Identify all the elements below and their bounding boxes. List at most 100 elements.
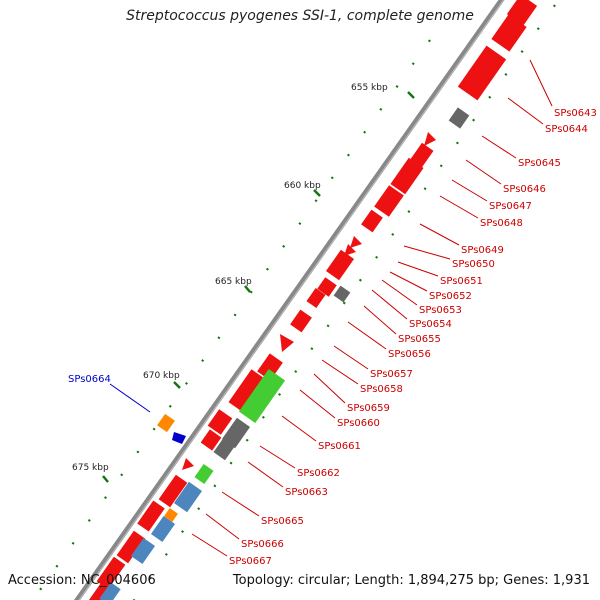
gene-arrow[interactable]	[280, 334, 294, 352]
gene-block[interactable]	[238, 368, 286, 424]
gene-callout-leader	[439, 195, 479, 219]
gene-label-sps0658[interactable]: SPs0658	[360, 384, 403, 395]
gene-arrow[interactable]	[424, 132, 436, 146]
gene-block[interactable]	[257, 353, 283, 381]
gene-block[interactable]	[213, 435, 237, 461]
gene-block[interactable]	[491, 14, 527, 52]
gene-block[interactable]	[325, 249, 355, 281]
gene-label-sps0644[interactable]: SPs0644	[545, 124, 588, 135]
gene-label-sps0643[interactable]: SPs0643	[554, 108, 597, 119]
gene-label-sps0648[interactable]: SPs0648	[480, 218, 523, 229]
kbp-tick-mark	[173, 381, 181, 389]
gene-callout-leader	[321, 359, 359, 385]
gene-callout-leader	[259, 445, 296, 469]
gene-callout-leader	[389, 271, 428, 292]
gene-label-sps0657[interactable]: SPs0657	[370, 369, 413, 380]
gene-callout-leader	[481, 135, 517, 159]
gene-block[interactable]	[200, 429, 222, 451]
gene-callout-leader	[299, 389, 336, 419]
gene-block[interactable]	[390, 157, 424, 195]
gene-label-sps0663[interactable]: SPs0663	[285, 487, 328, 498]
gene-block[interactable]	[207, 409, 233, 435]
gene-block[interactable]	[96, 556, 126, 590]
gene-label-sps0665[interactable]: SPs0665	[261, 516, 304, 527]
gene-block[interactable]	[317, 277, 337, 297]
gene-callout-leader	[313, 373, 346, 404]
gene-callout-leader	[397, 261, 439, 277]
gene-label-sps0646[interactable]: SPs0646	[503, 184, 546, 195]
kbp-tick-mark	[244, 285, 251, 293]
genome-backbone	[74, 0, 505, 600]
gene-callout-leader	[281, 415, 317, 442]
gene-block[interactable]	[506, 0, 538, 26]
gene-block[interactable]	[137, 500, 165, 532]
gene-label-sps0653[interactable]: SPs0653	[419, 305, 462, 316]
highlighted-gene-box[interactable]	[157, 413, 175, 433]
gene-label-sps0645[interactable]: SPs0645	[518, 158, 561, 169]
gene-callout-leader	[381, 279, 418, 306]
kbp-tick-label: 655 kbp	[351, 83, 388, 93]
gene-block[interactable]	[457, 45, 507, 101]
gene-block[interactable]	[164, 508, 178, 522]
gene-callout-leader	[419, 223, 460, 246]
gene-callout-leader	[191, 533, 228, 557]
gene-label-sps0650[interactable]: SPs0650	[452, 259, 495, 270]
gene-callout-leader	[221, 491, 260, 517]
gene-label-sps0660[interactable]: SPs0660	[337, 418, 380, 429]
gene-callout-leader	[507, 97, 544, 125]
dot-guide-line	[39, 39, 431, 591]
gene-label-sps0667[interactable]: SPs0667	[229, 556, 272, 567]
gene-label-sps0652[interactable]: SPs0652	[429, 291, 472, 302]
gene-block[interactable]	[130, 537, 156, 565]
kbp-tick-mark	[102, 475, 109, 483]
gene-label-sps0651[interactable]: SPs0651	[440, 276, 483, 287]
gene-callout-leader	[451, 179, 488, 202]
gene-block[interactable]	[158, 474, 188, 508]
gene-arrow[interactable]	[350, 236, 362, 248]
gene-block[interactable]	[173, 481, 203, 513]
gene-block[interactable]	[290, 309, 312, 333]
gene-label-sps0659[interactable]: SPs0659	[347, 403, 390, 414]
gene-block[interactable]	[448, 107, 470, 129]
map-title: Streptococcus pyogenes SSI-1, complete g…	[126, 8, 474, 24]
gene-callout-leader	[247, 461, 284, 488]
scale-dot-guides	[39, 4, 556, 600]
accession-label: Accession: NC_004606	[8, 573, 156, 588]
kbp-ticks: 655 kbp 660 kbp 665 kbp 670 kbp 675 kbp	[72, 83, 415, 483]
gene-arrow[interactable]	[182, 458, 194, 470]
gene-arrow[interactable]	[344, 244, 356, 256]
gene-block[interactable]	[333, 285, 351, 303]
gene-label-sps0655[interactable]: SPs0655	[398, 334, 441, 345]
gene-block[interactable]	[150, 515, 176, 543]
gene-block[interactable]	[194, 464, 214, 484]
highlighted-gene-arrow[interactable]	[172, 432, 186, 444]
kbp-tick-label: 670 kbp	[143, 371, 180, 381]
gene-block[interactable]	[228, 369, 270, 415]
gene-block[interactable]	[306, 288, 326, 308]
kbp-tick-label: 675 kbp	[72, 463, 109, 473]
gene-label-sps0654[interactable]: SPs0654	[409, 319, 452, 330]
gene-label-sps0662[interactable]: SPs0662	[297, 468, 340, 479]
gene-label-sps0664[interactable]: SPs0664	[68, 374, 111, 385]
gene-features	[88, 0, 538, 600]
gene-label-sps0656[interactable]: SPs0656	[388, 349, 431, 360]
kbp-tick-label: 665 kbp	[215, 277, 252, 287]
gene-block[interactable]	[116, 530, 146, 564]
gene-label-sps0647[interactable]: SPs0647	[489, 201, 532, 212]
highlighted-callout-leader	[109, 383, 151, 413]
genome-summary: Topology: circular; Length: 1,894,275 bp…	[232, 573, 590, 588]
gene-block[interactable]	[374, 185, 404, 217]
gene-callouts: SPs0643 SPs0644 SPs0645 SPs0646 SPs0647 SPs06…	[68, 59, 597, 567]
gene-callout-leader	[333, 345, 369, 370]
gene-label-sps0666[interactable]: SPs0666	[241, 539, 284, 550]
gene-label-sps0661[interactable]: SPs0661	[318, 441, 361, 452]
kbp-tick-mark	[313, 189, 321, 197]
gene-callout-leader	[205, 513, 240, 540]
gene-block[interactable]	[410, 142, 434, 168]
gene-callout-leader	[347, 321, 387, 350]
gene-block[interactable]	[361, 209, 383, 233]
gene-label-sps0649[interactable]: SPs0649	[461, 245, 504, 256]
gene-callout-leader	[371, 289, 408, 320]
